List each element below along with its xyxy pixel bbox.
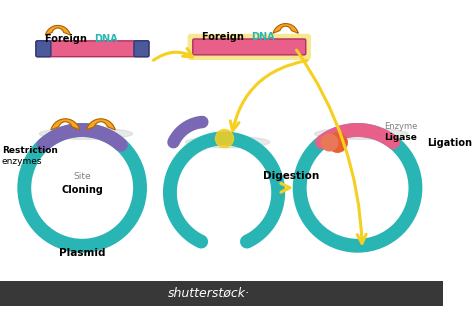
Text: Restriction: Restriction bbox=[2, 146, 58, 155]
Text: Enzyme: Enzyme bbox=[383, 122, 417, 131]
Text: Recombinant: Recombinant bbox=[240, 288, 348, 302]
Ellipse shape bbox=[186, 137, 270, 148]
Text: DNA: DNA bbox=[94, 33, 118, 44]
Text: enzymes: enzymes bbox=[2, 157, 42, 166]
Polygon shape bbox=[51, 119, 80, 130]
Text: Cloning: Cloning bbox=[61, 185, 103, 195]
FancyBboxPatch shape bbox=[193, 39, 306, 55]
Polygon shape bbox=[273, 24, 298, 33]
Text: Foreign: Foreign bbox=[202, 32, 247, 42]
Text: DNA: DNA bbox=[251, 32, 275, 42]
FancyBboxPatch shape bbox=[134, 41, 149, 57]
Ellipse shape bbox=[39, 128, 133, 139]
Text: Ligation: Ligation bbox=[428, 138, 473, 148]
Text: shutterstøck·: shutterstøck· bbox=[168, 287, 250, 300]
Text: Plasmid: Plasmid bbox=[59, 248, 105, 258]
Text: DNA: DNA bbox=[350, 288, 384, 302]
Text: Digestion: Digestion bbox=[263, 171, 319, 181]
FancyBboxPatch shape bbox=[188, 34, 311, 60]
FancyBboxPatch shape bbox=[36, 41, 149, 57]
Polygon shape bbox=[45, 26, 71, 35]
FancyBboxPatch shape bbox=[36, 41, 51, 57]
Ellipse shape bbox=[315, 128, 408, 139]
Polygon shape bbox=[86, 119, 115, 130]
Text: Foreign: Foreign bbox=[46, 33, 91, 44]
Text: Site: Site bbox=[73, 172, 91, 181]
Text: Ligase: Ligase bbox=[383, 133, 417, 142]
Bar bbox=[0, 281, 443, 306]
